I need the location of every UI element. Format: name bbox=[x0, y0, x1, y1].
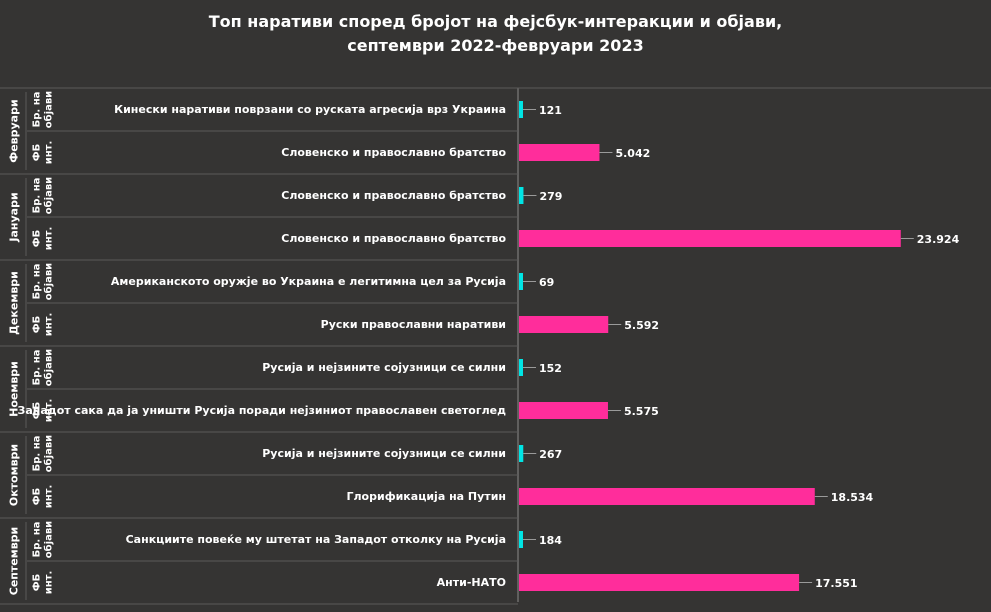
bar-value-label: 279 bbox=[539, 190, 562, 203]
metric-label: ФБ bbox=[32, 574, 43, 592]
metric-label: објави bbox=[43, 435, 55, 472]
bar-fb bbox=[519, 402, 608, 419]
metric-label: инт. bbox=[44, 485, 55, 509]
month-label: Октомври bbox=[8, 444, 21, 506]
bar-value-label: 5.592 bbox=[624, 319, 659, 332]
bar-value-label: 69 bbox=[539, 276, 554, 289]
metric-label: ФБ bbox=[32, 144, 43, 162]
bar-posts bbox=[519, 273, 523, 290]
bar-value-label: 184 bbox=[539, 534, 562, 547]
bar-category-label: Словенско и православно братство bbox=[281, 232, 506, 245]
metric-label: објави bbox=[43, 177, 55, 214]
metric-label: ФБ bbox=[32, 488, 43, 506]
bar-posts bbox=[519, 531, 523, 548]
metric-label: инт. bbox=[44, 313, 55, 337]
metric-label: инт. bbox=[44, 571, 55, 595]
bar-value-label: 23.924 bbox=[917, 233, 960, 246]
bar-fb bbox=[519, 316, 609, 333]
metric-label: објави bbox=[43, 91, 55, 128]
bar-category-label: Западот сака да ја уништи Русија поради … bbox=[18, 404, 507, 417]
metric-label: инт. bbox=[44, 227, 55, 251]
bar-fb bbox=[519, 574, 800, 591]
metric-label: Бр. на bbox=[32, 436, 43, 472]
bar-category-label: Словенско и православно братство bbox=[281, 146, 506, 159]
metric-label: инт. bbox=[44, 399, 55, 423]
bar-category-label: Русија и нејзините сојузници се силни bbox=[262, 361, 506, 374]
bar-category-label: Кинески наративи поврзани со руската агр… bbox=[114, 103, 506, 116]
bar-posts bbox=[519, 101, 523, 118]
bar-category-label: Русија и нејзините сојузници се силни bbox=[262, 447, 506, 460]
bar-value-label: 5.042 bbox=[615, 147, 650, 160]
metric-label: ФБ bbox=[32, 316, 43, 334]
bar-value-label: 18.534 bbox=[831, 491, 874, 504]
month-label: Јануари bbox=[8, 192, 21, 242]
bar-value-label: 267 bbox=[539, 448, 562, 461]
bar-value-label: 152 bbox=[539, 362, 562, 375]
metric-label: Бр. на bbox=[32, 350, 43, 386]
metric-label: Бр. на bbox=[32, 92, 43, 128]
month-label: Септември bbox=[8, 527, 21, 596]
bar-fb bbox=[519, 144, 600, 161]
month-label: Ноември bbox=[8, 361, 21, 417]
metric-label: објави bbox=[43, 521, 55, 558]
metric-label: инт. bbox=[44, 141, 55, 165]
bar-value-label: 5.575 bbox=[624, 405, 659, 418]
month-label: Февруари bbox=[8, 99, 21, 162]
metric-label: објави bbox=[43, 349, 55, 386]
bar-posts bbox=[519, 359, 523, 376]
bar-posts bbox=[519, 445, 524, 462]
bar-value-label: 121 bbox=[539, 104, 562, 117]
metric-label: Бр. на bbox=[32, 178, 43, 214]
chart-title: Топ наративи според бројот на фејсбук-ин… bbox=[0, 10, 991, 58]
bar-category-label: Руски православни наративи bbox=[321, 318, 506, 331]
metric-label: објави bbox=[43, 263, 55, 300]
metric-label: ФБ bbox=[32, 402, 43, 420]
chart-subtitle: септември 2022-февруари 2023 bbox=[347, 36, 644, 55]
bar-value-label: 17.551 bbox=[815, 577, 857, 590]
bar-category-label: Санкциите повеќе му штетат на Западот от… bbox=[126, 533, 506, 546]
bar-category-label: Словенско и православно братство bbox=[281, 189, 506, 202]
metric-label: Бр. на bbox=[32, 264, 43, 300]
bar-category-label: Анти-НАТО bbox=[437, 576, 506, 589]
month-label: Декември bbox=[8, 271, 21, 335]
metric-label: Бр. на bbox=[32, 522, 43, 558]
metric-label: ФБ bbox=[32, 230, 43, 248]
bar-fb bbox=[519, 488, 815, 505]
chart-title-line1: Топ наративи според бројот на фејсбук-ин… bbox=[208, 12, 783, 31]
bar-fb bbox=[519, 230, 901, 247]
bar-posts bbox=[519, 187, 524, 204]
bar-category-label: Американското оружје во Украина е легити… bbox=[111, 275, 506, 288]
bar-category-label: Глорификација на Путин bbox=[346, 490, 506, 503]
